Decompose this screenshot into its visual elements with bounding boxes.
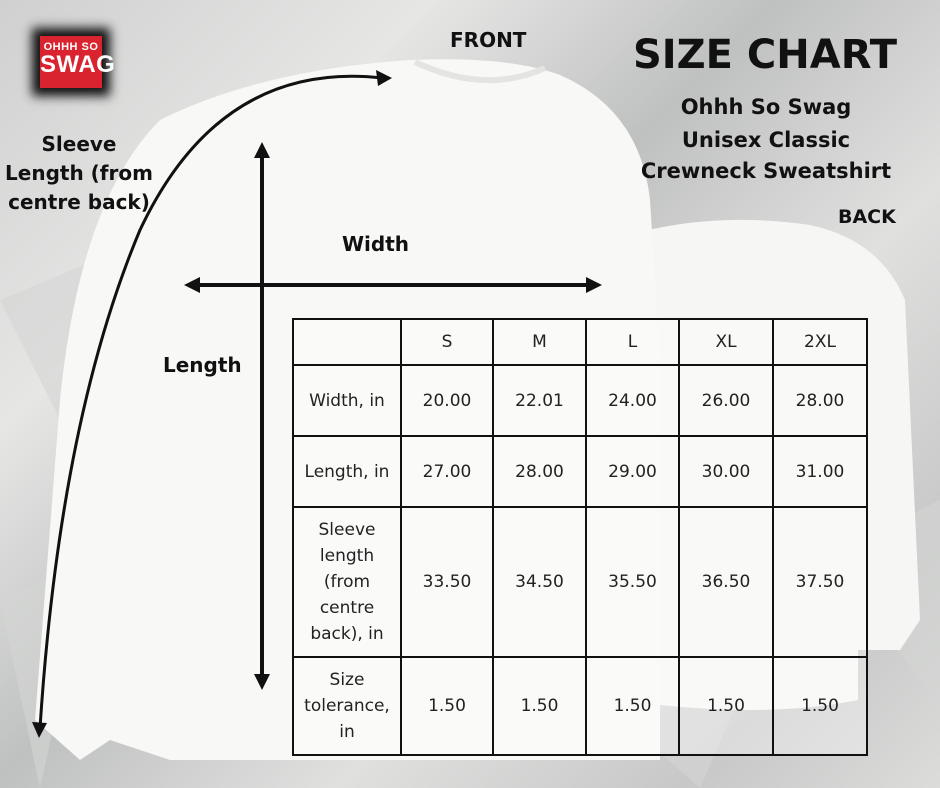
table-row: Sleeve length (from centre back), in 33.…: [292, 506, 868, 658]
cell: 36.50: [678, 506, 774, 658]
cell: 33.50: [400, 506, 494, 658]
back-label: BACK: [838, 206, 896, 228]
subtitle-line: Crewneck Sweatshirt: [640, 159, 892, 183]
cell: 35.50: [585, 506, 680, 658]
row-label: Length, in: [292, 435, 402, 508]
length-label: Length: [163, 353, 242, 377]
cell: 37.50: [772, 506, 868, 658]
page-title: SIZE CHART: [632, 32, 898, 78]
header-cell: L: [585, 318, 680, 366]
cell: 1.50: [678, 656, 774, 756]
header-cell: M: [492, 318, 587, 366]
subtitle-line: Ohhh So Swag: [680, 95, 852, 119]
cell: 28.00: [772, 364, 868, 437]
front-label: FRONT: [450, 28, 527, 52]
cell: 27.00: [400, 435, 494, 508]
cell: 34.50: [492, 506, 587, 658]
table-row: Length, in 27.00 28.00 29.00 30.00 31.00: [292, 435, 868, 508]
cell: 30.00: [678, 435, 774, 508]
subtitle-line: Unisex Classic: [681, 128, 851, 152]
cell: 1.50: [400, 656, 494, 756]
table-row: Size tolerance, in 1.50 1.50 1.50 1.50 1…: [292, 656, 868, 756]
table-row: Width, in 20.00 22.01 24.00 26.00 28.00: [292, 364, 868, 437]
logo-text-top: OHHH SO: [43, 41, 99, 53]
cell: 26.00: [678, 364, 774, 437]
cell: 31.00: [772, 435, 868, 508]
logo-text-bottom: SWAG: [40, 51, 116, 78]
cell: 24.00: [585, 364, 680, 437]
width-label: Width: [342, 232, 410, 256]
sleeve-arrow: [38, 74, 383, 729]
cell: 20.00: [400, 364, 494, 437]
cell: 22.01: [492, 364, 587, 437]
row-label: Width, in: [292, 364, 402, 437]
header-cell: [292, 318, 402, 366]
sleeve-length-label: Sleeve Length (from centre back): [5, 132, 153, 214]
row-label: Size tolerance, in: [292, 656, 402, 756]
cell: 29.00: [585, 435, 680, 508]
header-cell: S: [400, 318, 494, 366]
size-table: S M L XL 2XL Width, in 20.00 22.01 24.00…: [292, 318, 868, 756]
cell: 1.50: [772, 656, 868, 756]
cell: 1.50: [492, 656, 587, 756]
header-cell: 2XL: [772, 318, 868, 366]
cell: 1.50: [585, 656, 680, 756]
cell: 28.00: [492, 435, 587, 508]
row-label: Sleeve length (from centre back), in: [292, 506, 402, 658]
table-header-row: S M L XL 2XL: [292, 318, 868, 366]
header-cell: XL: [678, 318, 774, 366]
brand-logo: OHHH SO SWAG: [28, 22, 116, 100]
